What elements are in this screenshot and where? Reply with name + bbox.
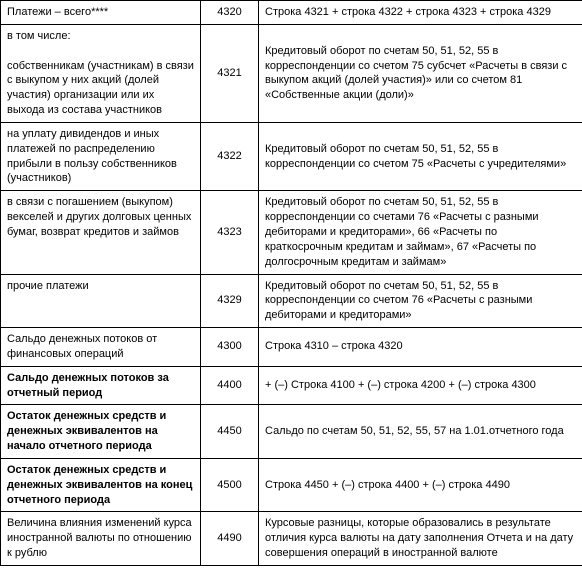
row-description: Курсовые разницы, которые образовались в… [259, 512, 582, 566]
table-row: в том числе: собственникам (участникам) … [1, 24, 582, 122]
table-row: Величина влияния изменений курса иностра… [1, 512, 582, 566]
table-row: Сальдо денежных потоков за отчетный пери… [1, 366, 582, 405]
row-description: Строка 4450 + (–) строка 4400 + (–) стро… [259, 458, 582, 512]
row-label: Остаток денежных средств и денежных экви… [1, 405, 201, 459]
row-label: на уплату дивидендов и иных платежей по … [1, 122, 201, 190]
row-code: 4490 [201, 512, 259, 566]
table-row: прочие платежи4329Кредитовый оборот по с… [1, 274, 582, 328]
row-description: Кредитовый оборот по счетам 50, 51, 52, … [259, 274, 582, 328]
table-row: в связи с погашением (выкупом) векселей … [1, 191, 582, 274]
row-code: 4323 [201, 191, 259, 274]
row-code: 4400 [201, 366, 259, 405]
row-label: прочие платежи [1, 274, 201, 328]
row-label: в связи с погашением (выкупом) векселей … [1, 191, 201, 274]
table-row: на уплату дивидендов и иных платежей по … [1, 122, 582, 190]
row-code: 4300 [201, 328, 259, 367]
row-label: Сальдо денежных потоков от финансовых оп… [1, 328, 201, 367]
row-code: 4450 [201, 405, 259, 459]
row-label: Остаток денежных средств и денежных экви… [1, 458, 201, 512]
table-row: Остаток денежных средств и денежных экви… [1, 405, 582, 459]
row-code: 4321 [201, 24, 259, 122]
row-description: Строка 4321 + строка 4322 + строка 4323 … [259, 1, 582, 25]
row-code: 4329 [201, 274, 259, 328]
row-description: + (–) Строка 4100 + (–) строка 4200 + (–… [259, 366, 582, 405]
row-label: в том числе: собственникам (участникам) … [1, 24, 201, 122]
row-description: Сальдо по счетам 50, 51, 52, 55, 57 на 1… [259, 405, 582, 459]
row-description: Кредитовый оборот по счетам 50, 51, 52, … [259, 191, 582, 274]
row-description: Кредитовый оборот по счетам 50, 51, 52, … [259, 122, 582, 190]
row-code: 4500 [201, 458, 259, 512]
table-row: Остаток денежных средств и денежных экви… [1, 458, 582, 512]
table-row: Сальдо денежных потоков от финансовых оп… [1, 328, 582, 367]
row-label: Величина влияния изменений курса иностра… [1, 512, 201, 566]
row-description: Кредитовый оборот по счетам 50, 51, 52, … [259, 24, 582, 122]
row-description: Строка 4310 – строка 4320 [259, 328, 582, 367]
table-row: Платежи – всего****4320Строка 4321 + стр… [1, 1, 582, 25]
row-code: 4320 [201, 1, 259, 25]
row-code: 4322 [201, 122, 259, 190]
row-label: Платежи – всего**** [1, 1, 201, 25]
row-label: Сальдо денежных потоков за отчетный пери… [1, 366, 201, 405]
financial-codes-table: Платежи – всего****4320Строка 4321 + стр… [0, 0, 582, 566]
